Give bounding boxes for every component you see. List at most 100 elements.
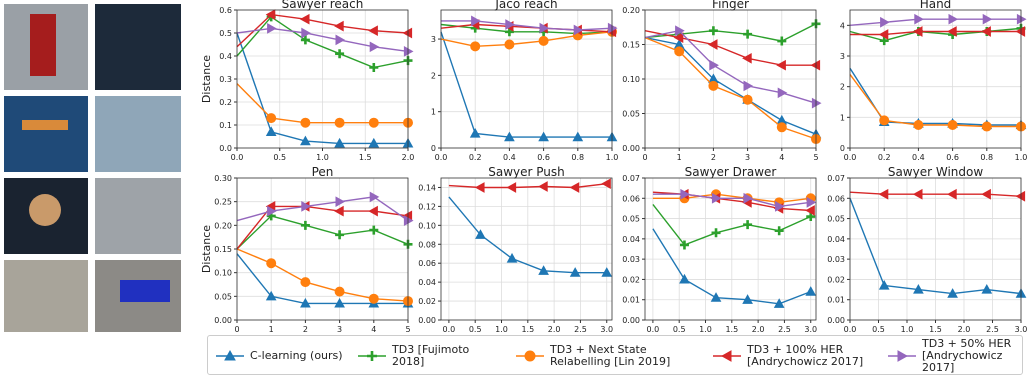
x-tick-label: 2.5 [574,325,587,334]
series-line [440,31,613,48]
marker [948,13,959,25]
legend-label: TD3 + 100% HER [Andrychowicz 2017] [747,343,864,368]
marker [334,286,345,297]
marker [742,294,753,304]
marker [300,35,310,45]
marker [506,182,517,193]
legend-label: TD3 [Fujimoto 2018] [392,343,470,368]
marker [538,35,549,46]
marker [720,350,732,362]
marker [538,131,549,142]
y-tick-label: 1 [431,108,436,117]
legend-entry: TD3 + 50% HER [Andrychowicz 2017] [888,338,1022,374]
y-tick-label: 0.01 [827,296,845,305]
axes-frame [849,9,1022,149]
marker [913,120,924,130]
subplot-title: Jaco reach [494,0,557,11]
marker [773,298,785,308]
series-line [236,32,408,145]
series-line [441,20,613,31]
marker [569,267,581,277]
marker [878,188,889,200]
figure: 0.0 0.1 0.2 0.3 0.4 0.5 0.6 0.0 0.5 1.0 1.5 2.0 Sawy… [4,0,1027,334]
x-tick-label: 0 [234,325,239,334]
marker [914,13,924,25]
marker [711,192,722,204]
axes-frame [644,177,817,321]
marker [679,273,690,284]
x-tick-label: 2.0 [752,325,765,334]
x-tick-label: 0.4 [503,153,516,162]
subplot-title: Finger [712,0,749,11]
marker [743,29,753,39]
x-tick-label: 0.5 [872,325,885,334]
y-tick-label: 0.30 [214,174,232,183]
marker [475,229,486,239]
image-hand [95,96,181,172]
x-tick-label: 2.5 [986,325,999,334]
y-tick-label: 0.06 [622,194,640,203]
y-tick-label: 0.06 [827,194,845,203]
marker [300,117,311,128]
y-tick-label: 0.14 [418,183,436,192]
marker [368,137,380,148]
marker [224,349,236,361]
marker [806,196,817,208]
series-line [849,198,1022,295]
x-tick-label: 2 [303,325,308,334]
y-axis-label: Distance [200,55,213,103]
y-tick-label: 0.12 [418,202,436,211]
marker [776,122,787,133]
marker [709,59,719,71]
series-line [652,193,811,204]
y-tick-label: 0.6 [219,6,232,15]
marker [805,205,815,216]
x-tick-label: 0.2 [469,153,482,162]
marker [743,220,753,230]
marker [266,258,277,269]
marker [572,131,584,142]
series-line [644,30,816,66]
series-line [236,215,409,250]
marker [569,182,580,193]
x-tick-label: 0.5 [673,325,686,334]
marker [878,279,890,290]
x-tick-label: 1.5 [359,153,372,162]
axes-frame [236,9,409,149]
marker [505,19,515,30]
legend-entry: C-learning (ours) [216,340,343,372]
x-tick-label: 0.0 [443,325,456,334]
x-tick-label: 1 [677,153,682,162]
marker [300,297,311,308]
y-tick-label: 0.3 [219,75,232,84]
marker [471,15,481,27]
plot-area [441,178,612,320]
marker [267,23,277,34]
y-tick-label: 0.01 [622,296,640,305]
series-line [440,23,613,35]
series-line [849,73,1021,128]
image-finger [4,96,88,172]
marker [403,46,414,57]
marker [981,284,993,294]
y-tick-label: 0.00 [827,316,845,325]
marker [880,16,890,28]
marker [879,115,890,126]
y-tick-label: 0.4 [219,52,232,61]
marker [368,205,378,217]
marker [708,26,718,36]
series-line [236,13,409,48]
series-line [644,23,817,42]
y-tick-label: 0.00 [214,316,232,325]
legend-key [888,350,916,362]
marker [369,191,380,203]
x-tick-label: 2 [711,153,716,162]
subplot: 0.00 0.01 0.02 0.03 0.04 0.05 0.06 0.07 0.0 0.5 1.… [622,165,817,334]
series-line [644,29,817,104]
marker [912,26,923,37]
marker [469,127,481,138]
y-tick-label: 3 [840,52,845,61]
y-tick-label: 0.03 [827,255,845,264]
x-tick-label: 1.0 [901,325,914,334]
y-tick-label: 0.0 [219,144,232,153]
